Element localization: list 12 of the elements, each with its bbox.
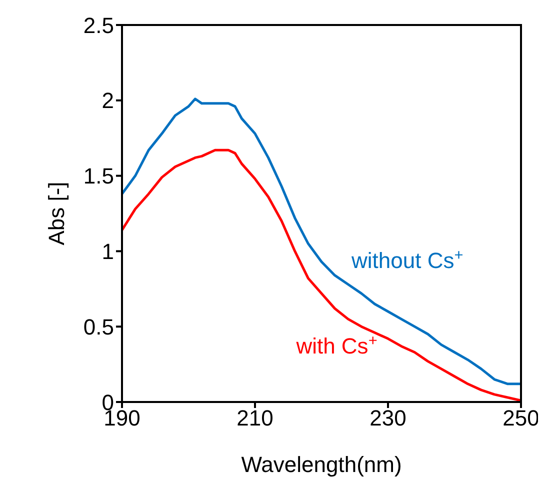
- series-label: without Cs$^{+}$: [350, 246, 464, 273]
- series-label: with Cs$^{+}$: [295, 332, 378, 358]
- y-axis-title: Abs [-]: [44, 182, 69, 246]
- y-tick-label: 2.5: [83, 12, 114, 38]
- line-series: [122, 98, 521, 386]
- x-tick-label: 230: [370, 406, 406, 431]
- x-axis-title: Wavelength(nm): [241, 452, 402, 477]
- y-tick-label: 0.5: [83, 314, 114, 340]
- y-tick-label: 2: [102, 88, 114, 114]
- x-tick-label: 210: [236, 406, 274, 431]
- y-tick-label: 1.5: [83, 164, 114, 189]
- y-tick-label: 1: [102, 239, 114, 264]
